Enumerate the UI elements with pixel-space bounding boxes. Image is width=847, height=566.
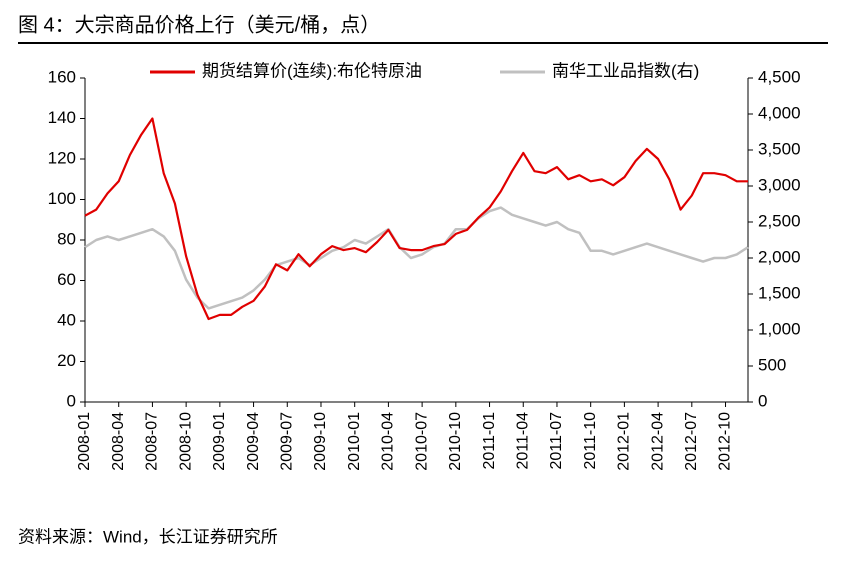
x-tick-label: 2012-10 <box>717 412 734 471</box>
source-note: 资料来源：Wind，长江证券研究所 <box>18 527 278 546</box>
y-tick-label: 140 <box>48 108 76 127</box>
y-tick-label: 100 <box>48 189 76 208</box>
x-tick-label: 2010-10 <box>447 412 464 471</box>
y-tick-label: 40 <box>57 310 76 329</box>
x-tick-label: 2009-10 <box>312 412 329 471</box>
y2-tick-label: 4,500 <box>758 67 801 86</box>
y-tick-label: 20 <box>57 351 76 370</box>
x-tick-label: 2010-07 <box>413 412 430 471</box>
y-tick-label: 80 <box>57 229 76 248</box>
x-tick-label: 2011-10 <box>582 412 599 470</box>
x-tick-label: 2009-04 <box>245 412 262 471</box>
y2-tick-label: 3,500 <box>758 139 801 158</box>
y2-tick-label: 2,000 <box>758 247 801 266</box>
legend-label: 南华工业品指数(右) <box>552 61 699 80</box>
x-tick-label: 2012-07 <box>683 412 700 471</box>
x-tick-label: 2008-07 <box>144 412 161 471</box>
x-tick-label: 2009-07 <box>278 412 295 471</box>
y-tick-label: 60 <box>57 270 76 289</box>
x-tick-label: 2011-07 <box>548 412 565 470</box>
y2-tick-label: 4,000 <box>758 103 801 122</box>
x-tick-label: 2008-04 <box>110 412 127 471</box>
y-tick-label: 120 <box>48 148 76 167</box>
y2-tick-label: 1,500 <box>758 283 801 302</box>
x-tick-label: 2010-01 <box>346 412 363 471</box>
x-tick-label: 2008-10 <box>177 412 194 471</box>
y2-tick-label: 0 <box>758 391 767 410</box>
y2-tick-label: 500 <box>758 355 786 374</box>
x-tick-label: 2012-01 <box>616 412 633 471</box>
chart-title: 图 4：大宗商品价格上行（美元/桶，点） <box>18 13 380 36</box>
y-tick-label: 0 <box>67 391 76 410</box>
x-tick-label: 2012-04 <box>649 412 666 471</box>
legend-label: 期货结算价(连续):布伦特原油 <box>202 61 422 80</box>
y2-tick-label: 2,500 <box>758 211 801 230</box>
x-tick-label: 2009-01 <box>211 412 228 471</box>
x-tick-label: 2011-04 <box>514 412 531 470</box>
y-tick-label: 160 <box>48 67 76 86</box>
y2-tick-label: 3,000 <box>758 175 801 194</box>
x-tick-label: 2008-01 <box>76 412 93 471</box>
y2-tick-label: 1,000 <box>758 319 801 338</box>
series-line <box>84 117 748 321</box>
x-tick-label: 2011-01 <box>481 412 498 470</box>
series-line <box>84 206 749 310</box>
x-tick-label: 2010-04 <box>380 412 397 471</box>
